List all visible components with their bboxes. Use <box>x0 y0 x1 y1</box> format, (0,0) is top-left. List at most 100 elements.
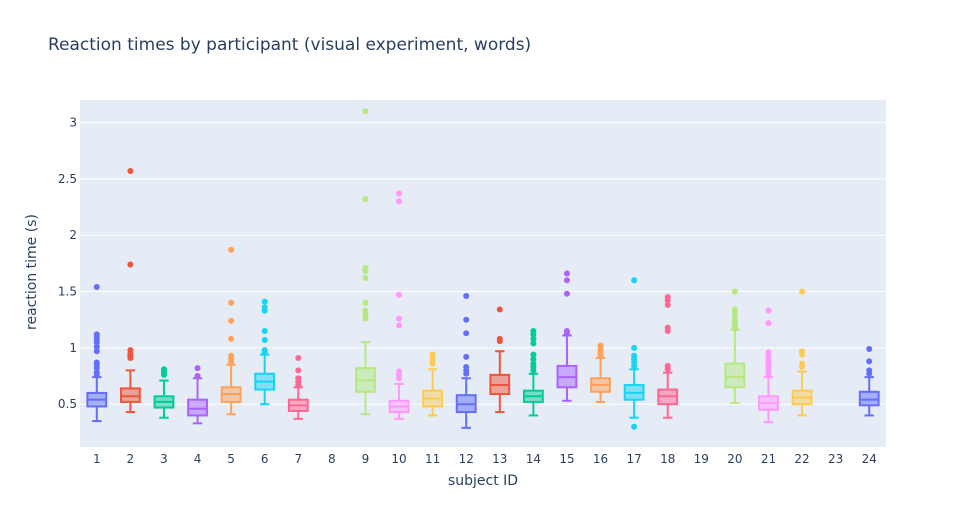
outlier-point <box>127 167 134 174</box>
outlier-point <box>228 317 235 324</box>
y-tick-label: 2.5 <box>58 172 77 186</box>
x-tick-label: 16 <box>593 452 608 466</box>
box-subject-6 <box>254 298 276 406</box>
box-subject-11 <box>422 351 444 417</box>
outlier-point <box>362 307 369 314</box>
x-tick-label: 24 <box>862 452 877 466</box>
box-subject-16 <box>590 342 611 403</box>
box-subject-10 <box>388 190 410 420</box>
outlier-point <box>631 277 638 284</box>
iqr-box <box>187 398 208 417</box>
x-tick-label: 21 <box>761 452 776 466</box>
outlier-point <box>429 351 436 358</box>
box-subject-7 <box>287 354 309 420</box>
chart-title: Reaction times by participant (visual ex… <box>48 35 531 55</box>
iqr-box <box>119 387 141 403</box>
outlier-point <box>261 298 268 305</box>
outlier-point <box>362 275 369 282</box>
x-tick-label: 15 <box>559 452 574 466</box>
outlier-point <box>866 367 873 374</box>
y-tick-label: 0.5 <box>58 397 77 411</box>
box-subject-13 <box>489 306 511 414</box>
outlier-point <box>866 358 873 365</box>
outlier-point <box>496 335 503 342</box>
outlier-point <box>160 366 167 373</box>
x-tick-label: 1 <box>93 452 101 466</box>
outlier-point <box>530 335 537 342</box>
outlier-point <box>396 368 403 375</box>
outlier-point <box>631 423 638 430</box>
outlier-point <box>127 261 134 268</box>
x-tick-label: 19 <box>694 452 709 466</box>
box-subject-17 <box>623 277 645 430</box>
outlier-point <box>799 360 806 367</box>
outlier-point <box>530 340 537 347</box>
outlier-point <box>866 345 873 352</box>
outlier-point <box>563 290 570 297</box>
outlier-point <box>396 198 403 205</box>
outlier-point <box>765 307 772 314</box>
outlier-point <box>93 359 100 366</box>
x-tick-labels: 1 2 3 4 5 6 7 8 9 10 11 12 13 14 15 16 17 18 19 20 21 22 23 24 <box>93 452 877 466</box>
outlier-point <box>664 302 671 309</box>
x-tick-label: 17 <box>626 452 641 466</box>
outlier-point <box>463 330 470 337</box>
y-tick-label: 1.5 <box>58 285 77 299</box>
x-tick-label: 12 <box>459 452 474 466</box>
outlier-point <box>93 348 100 355</box>
outlier-point <box>396 291 403 298</box>
outlier-point <box>362 315 369 322</box>
outlier-point <box>295 367 302 374</box>
x-tick-label: 23 <box>828 452 843 466</box>
outlier-point <box>93 369 100 376</box>
outlier-point <box>261 336 268 343</box>
outlier-point <box>799 348 806 355</box>
outlier-point <box>261 347 268 354</box>
x-tick-label: 9 <box>362 452 370 466</box>
x-tick-label: 14 <box>526 452 541 466</box>
outlier-point <box>228 335 235 342</box>
outlier-point <box>295 354 302 361</box>
outlier-point <box>731 288 738 295</box>
outlier-point <box>463 293 470 300</box>
outlier-point <box>396 190 403 197</box>
outlier-point <box>396 315 403 322</box>
outlier-point <box>799 288 806 295</box>
y-axis-title: reaction time (s) <box>24 214 40 330</box>
x-axis-title: subject ID <box>448 473 518 489</box>
outlier-point <box>530 327 537 334</box>
box-subject-5 <box>220 246 242 416</box>
y-gridlines <box>80 122 886 405</box>
x-tick-label: 11 <box>425 452 440 466</box>
x-tick-label: 20 <box>727 452 742 466</box>
outlier-point <box>530 351 537 358</box>
outlier-point <box>664 324 671 331</box>
box-subject-3 <box>153 366 175 419</box>
outlier-point <box>228 246 235 253</box>
box-subject-20 <box>724 288 746 405</box>
x-tick-label: 10 <box>391 452 406 466</box>
outlier-point <box>530 356 537 363</box>
outlier-point <box>496 306 503 313</box>
box-subject-4 <box>187 365 208 425</box>
outlier-point <box>597 342 604 349</box>
box-subject-15 <box>556 270 578 402</box>
y-tick-label: 3 <box>69 116 77 130</box>
box-subject-12 <box>455 293 477 429</box>
x-tick-label: 5 <box>227 452 235 466</box>
outlier-point <box>261 327 268 334</box>
outlier-point <box>731 306 738 313</box>
box-subject-21 <box>758 307 779 424</box>
outlier-point <box>530 360 537 367</box>
x-tick-label: 8 <box>328 452 336 466</box>
box-subject-1 <box>86 284 108 423</box>
x-tick-label: 4 <box>194 452 202 466</box>
outlier-point <box>631 344 638 351</box>
outlier-point <box>396 322 403 329</box>
outlier-point <box>563 277 570 284</box>
outlier-point <box>463 364 470 371</box>
outlier-point <box>295 375 302 382</box>
outlier-point <box>362 264 369 271</box>
outlier-point <box>664 294 671 301</box>
